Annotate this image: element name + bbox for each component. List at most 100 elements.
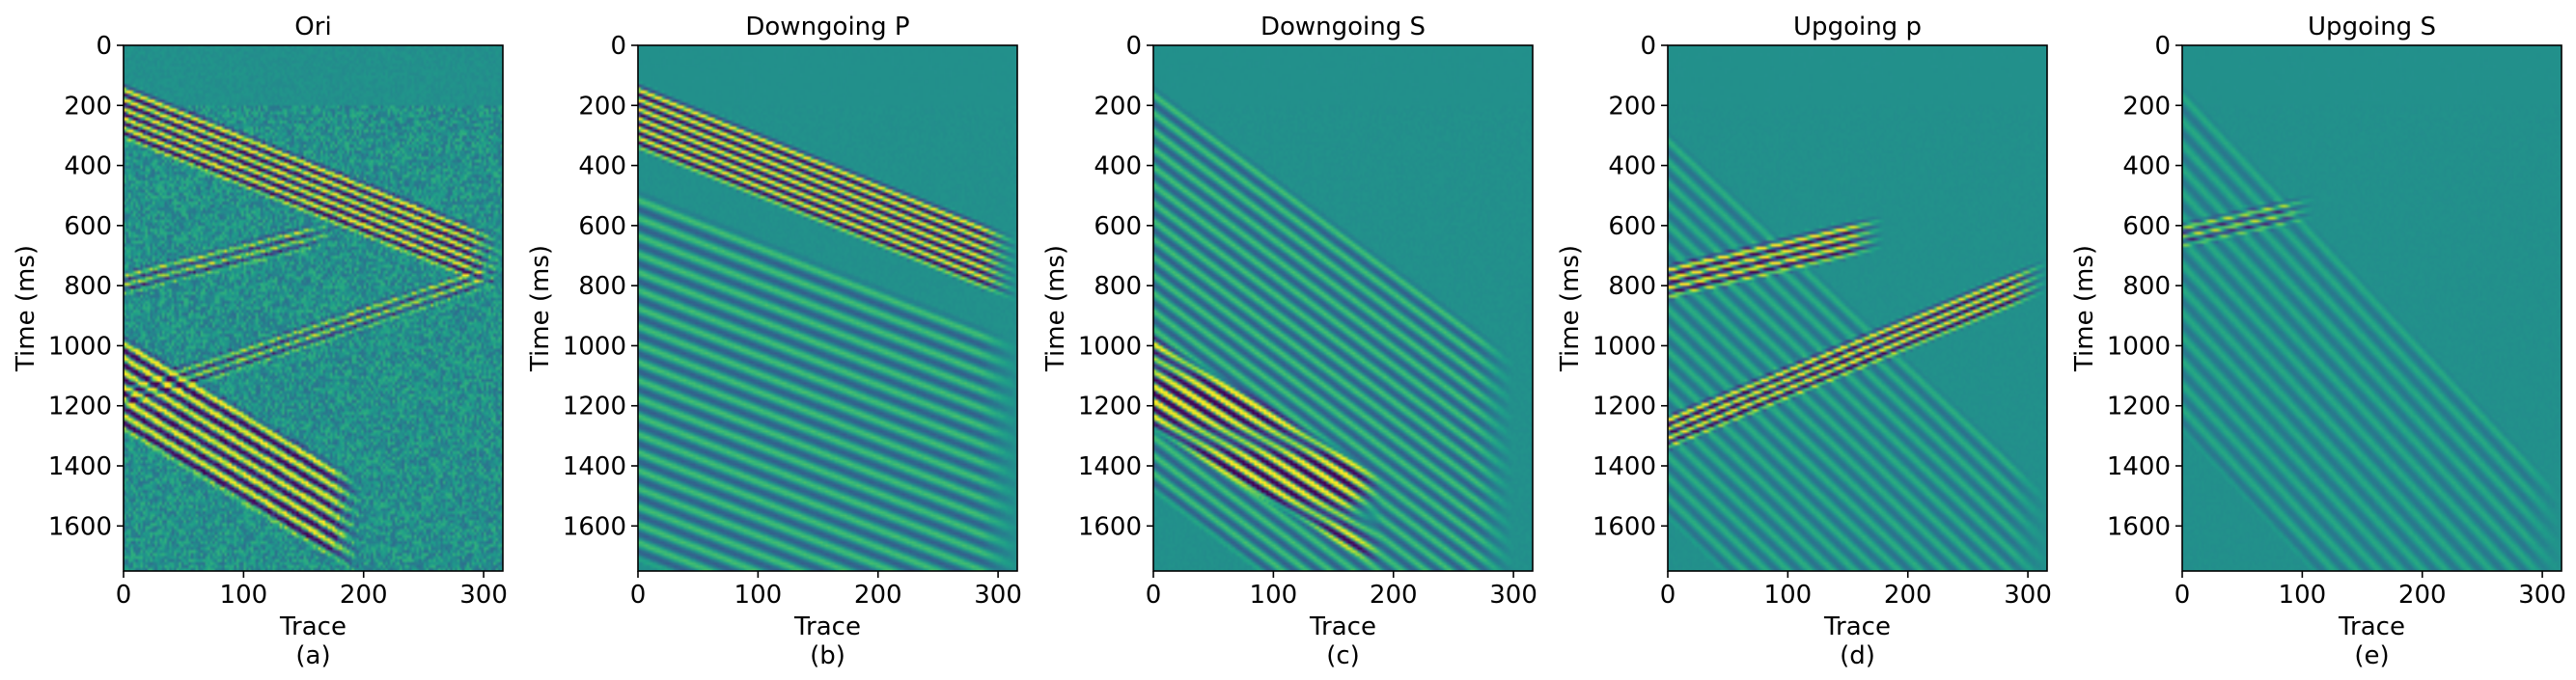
panel-2: Downgoing S 0 100 200 300 0 200 400 600 800 1000 12…: [1041, 13, 1537, 670]
x-tick-label: 300: [2518, 581, 2566, 610]
y-axis-label: Time (ms): [526, 245, 555, 372]
x-tick-label: 0: [116, 581, 132, 610]
y-tick-label: 0: [610, 32, 626, 61]
y-tick-label: 1000: [2107, 332, 2171, 361]
x-tick-label: 100: [1250, 581, 1298, 610]
heatmap-image: [1668, 45, 2047, 571]
y-tick-label: 1000: [1593, 332, 1656, 361]
panel-caption: (a): [295, 641, 330, 670]
y-tick-label: 1600: [2107, 512, 2171, 541]
heatmap-image: [124, 45, 503, 571]
panel-caption: (c): [1326, 641, 1360, 670]
plot-frame: [123, 44, 504, 572]
y-tick-label: 1600: [48, 512, 112, 541]
y-tick-label: 1200: [563, 393, 626, 422]
panel-caption: (e): [2354, 641, 2389, 670]
x-tick-label: 200: [1370, 581, 1418, 610]
y-axis-label: Time (ms): [1041, 245, 1070, 372]
y-tick-label: 600: [1094, 212, 1142, 241]
heatmap-image: [2182, 45, 2562, 571]
chart-title: Ori: [294, 13, 331, 41]
x-tick-label: 200: [2398, 581, 2447, 610]
chart-title: Downgoing S: [1260, 13, 1426, 41]
panel-1: Downgoing P 0 100 200 300 0 200 400 600 800 1000 12…: [526, 13, 1022, 670]
y-tick-label: 200: [64, 92, 112, 121]
panel-3: Upgoing p 0 100 200 300 0 200 400 600 800 1000 1200…: [1556, 13, 2052, 670]
y-tick-label: 1000: [563, 332, 626, 361]
y-tick-label: 600: [64, 212, 112, 241]
y-tick-label: 600: [1608, 212, 1656, 241]
y-tick-label: 600: [578, 212, 626, 241]
x-tick-label: 0: [1660, 581, 1676, 610]
x-tick-label: 200: [854, 581, 902, 610]
y-tick-label: 0: [1640, 32, 1656, 61]
y-axis-label: Time (ms): [12, 245, 41, 372]
y-tick-label: 0: [2154, 32, 2171, 61]
x-tick-label: 300: [974, 581, 1022, 610]
y-tick-label: 800: [2122, 272, 2171, 301]
y-tick-label: 1200: [48, 393, 112, 422]
y-tick-label: 600: [2122, 212, 2171, 241]
y-tick-label: 400: [2122, 152, 2171, 181]
y-tick-label: 800: [1608, 272, 1656, 301]
plot-frame: [1667, 44, 2048, 572]
x-tick-label: 200: [340, 581, 388, 610]
y-tick-label: 800: [64, 272, 112, 301]
y-tick-label: 0: [1125, 32, 1142, 61]
x-tick-label: 0: [2174, 581, 2191, 610]
y-tick-label: 1600: [1078, 512, 1142, 541]
panel-caption: (d): [1840, 641, 1875, 670]
plot-frame: [1152, 44, 1534, 572]
chart-title: Upgoing S: [2308, 13, 2436, 41]
y-tick-label: 1200: [1078, 393, 1142, 422]
y-tick-label: 1400: [48, 452, 112, 481]
x-tick-label: 100: [220, 581, 268, 610]
y-tick-label: 400: [1094, 152, 1142, 181]
y-axis-label: Time (ms): [2070, 245, 2099, 372]
x-tick-label: 100: [1764, 581, 1813, 610]
y-tick-label: 1400: [563, 452, 626, 481]
x-tick-label: 300: [1489, 581, 1537, 610]
plot-frame: [2181, 44, 2562, 572]
plot-frame: [637, 44, 1018, 572]
chart-title: Upgoing p: [1793, 13, 1922, 41]
x-axis-label: Trace: [2338, 612, 2405, 641]
y-tick-label: 400: [578, 152, 626, 181]
panel-0: Ori 0 100 200 300 0 200 400 600 800 1000 1200 1400 16…: [12, 13, 508, 670]
y-tick-label: 200: [2122, 92, 2171, 121]
x-tick-label: 0: [1146, 581, 1162, 610]
heatmap-image: [638, 45, 1017, 571]
heatmap-image: [1153, 45, 1533, 571]
panel-4: Upgoing S 0 100 200 300 0 200 400 600 800 1000 1200…: [2070, 13, 2566, 670]
y-tick-label: 800: [578, 272, 626, 301]
x-tick-label: 200: [1884, 581, 1932, 610]
y-tick-label: 200: [1094, 92, 1142, 121]
y-axis-label: Time (ms): [1556, 245, 1585, 372]
y-tick-label: 1400: [1078, 452, 1142, 481]
chart-title: Downgoing P: [745, 13, 909, 41]
y-tick-label: 1600: [1593, 512, 1656, 541]
y-tick-label: 1000: [48, 332, 112, 361]
y-tick-label: 1400: [2107, 452, 2171, 481]
y-tick-label: 200: [578, 92, 626, 121]
y-tick-label: 1000: [1078, 332, 1142, 361]
panel-caption: (b): [810, 641, 845, 670]
x-axis-label: Trace: [1309, 612, 1376, 641]
x-tick-label: 0: [630, 581, 647, 610]
x-axis-label: Trace: [793, 612, 861, 641]
y-tick-label: 1600: [563, 512, 626, 541]
x-tick-label: 300: [459, 581, 508, 610]
y-tick-label: 1400: [1593, 452, 1656, 481]
y-tick-label: 1200: [1593, 393, 1656, 422]
x-axis-label: Trace: [1823, 612, 1891, 641]
x-tick-label: 100: [734, 581, 783, 610]
y-tick-label: 400: [1608, 152, 1656, 181]
x-axis-label: Trace: [279, 612, 346, 641]
y-tick-label: 1200: [2107, 393, 2171, 422]
y-tick-label: 800: [1094, 272, 1142, 301]
x-tick-label: 100: [2279, 581, 2327, 610]
y-tick-label: 0: [96, 32, 112, 61]
y-tick-label: 200: [1608, 92, 1656, 121]
y-tick-label: 400: [64, 152, 112, 181]
